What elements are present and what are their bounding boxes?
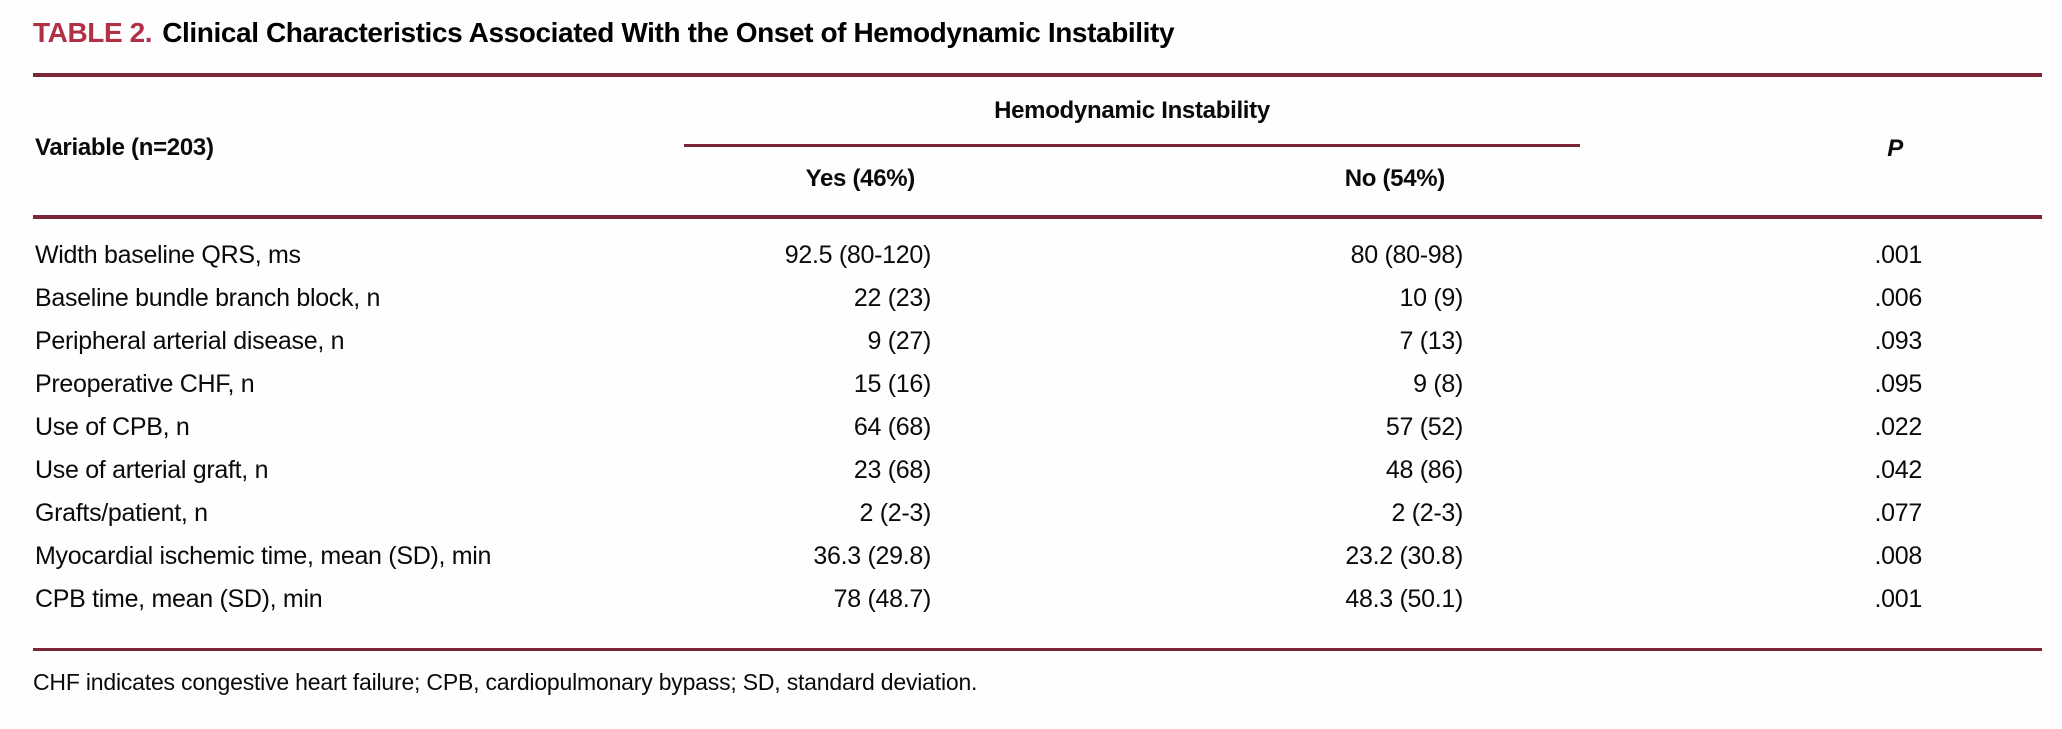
table-body: Width baseline QRS, ms 92.5 (80-120) 80 …	[33, 219, 2042, 631]
row-p-value: .001	[1874, 241, 1923, 269]
row-no-value: 48 (86)	[1385, 456, 1463, 484]
row-no-value: 80 (80-98)	[1350, 241, 1464, 269]
row-variable: Width baseline QRS, ms	[35, 241, 301, 269]
row-no-value: 9 (8)	[1413, 370, 1463, 398]
row-yes-value: 78 (48.7)	[833, 585, 932, 613]
table-row: Peripheral arterial disease, n 9 (27) 7 …	[33, 320, 2042, 363]
row-variable: Myocardial ischemic time, mean (SD), min	[35, 542, 492, 570]
table-header: Variable (n=203) Hemodynamic Instability…	[33, 77, 2042, 215]
table-row: Myocardial ischemic time, mean (SD), min…	[33, 535, 2042, 578]
table-row: Baseline bundle branch block, n 22 (23) …	[33, 277, 2042, 320]
row-no-value: 48.3 (50.1)	[1345, 585, 1463, 613]
row-variable: Use of arterial graft, n	[35, 456, 269, 484]
table-footnote: CHF indicates congestive heart failure; …	[33, 669, 978, 695]
row-variable: CPB time, mean (SD), min	[35, 585, 323, 613]
row-p-value: .077	[1874, 499, 1923, 527]
bottom-rule	[33, 648, 2042, 651]
top-rule	[33, 73, 2042, 77]
row-p-value: .095	[1874, 370, 1923, 398]
row-no-value: 2 (2-3)	[1391, 499, 1463, 527]
row-yes-value: 22 (23)	[853, 284, 931, 312]
table-row: Preoperative CHF, n 15 (16) 9 (8) .095	[33, 363, 2042, 406]
row-p-value: .042	[1874, 456, 1923, 484]
row-p-value: .008	[1874, 542, 1923, 570]
row-variable: Baseline bundle branch block, n	[35, 284, 381, 312]
table-row: Use of arterial graft, n 23 (68) 48 (86)…	[33, 449, 2042, 492]
spanner-rule	[684, 144, 1580, 147]
row-yes-value: 36.3 (29.8)	[813, 542, 931, 570]
table-number-label: TABLE 2.	[33, 17, 153, 48]
column-header-no: No (54%)	[1344, 165, 1446, 192]
row-yes-value: 2 (2-3)	[859, 499, 931, 527]
table-row: Grafts/patient, n 2 (2-3) 2 (2-3) .077	[33, 492, 2042, 535]
table-row: Use of CPB, n 64 (68) 57 (52) .022	[33, 406, 2042, 449]
table-title: Clinical Characteristics Associated With…	[162, 17, 1175, 48]
table-caption: TABLE 2. Clinical Characteristics Associa…	[33, 16, 2042, 50]
row-variable: Use of CPB, n	[35, 413, 190, 441]
row-no-value: 57 (52)	[1385, 413, 1463, 441]
row-p-value: .093	[1874, 327, 1923, 355]
header-bottom-rule	[33, 215, 2042, 219]
row-variable: Peripheral arterial disease, n	[35, 327, 345, 355]
table-container: TABLE 2. Clinical Characteristics Associa…	[33, 0, 2042, 696]
table-row: Width baseline QRS, ms 92.5 (80-120) 80 …	[33, 234, 2042, 277]
spanner-header-hemodynamic-instability: Hemodynamic Instability	[994, 97, 1270, 124]
row-variable: Grafts/patient, n	[35, 499, 208, 527]
table-row: CPB time, mean (SD), min 78 (48.7) 48.3 …	[33, 578, 2042, 621]
row-p-value: .006	[1874, 284, 1923, 312]
row-yes-value: 92.5 (80-120)	[784, 241, 932, 269]
column-header-p: P	[1887, 135, 1903, 162]
row-no-value: 10 (9)	[1399, 284, 1463, 312]
column-header-variable: Variable (n=203)	[35, 134, 214, 161]
row-p-value: .022	[1874, 413, 1923, 441]
row-yes-value: 64 (68)	[853, 413, 931, 441]
row-yes-value: 23 (68)	[853, 456, 931, 484]
row-yes-value: 9 (27)	[867, 327, 931, 355]
column-header-yes: Yes (46%)	[805, 165, 916, 192]
row-no-value: 7 (13)	[1399, 327, 1463, 355]
row-yes-value: 15 (16)	[853, 370, 931, 398]
row-variable: Preoperative CHF, n	[35, 370, 255, 398]
row-p-value: .001	[1874, 585, 1923, 613]
row-no-value: 23.2 (30.8)	[1345, 542, 1463, 570]
